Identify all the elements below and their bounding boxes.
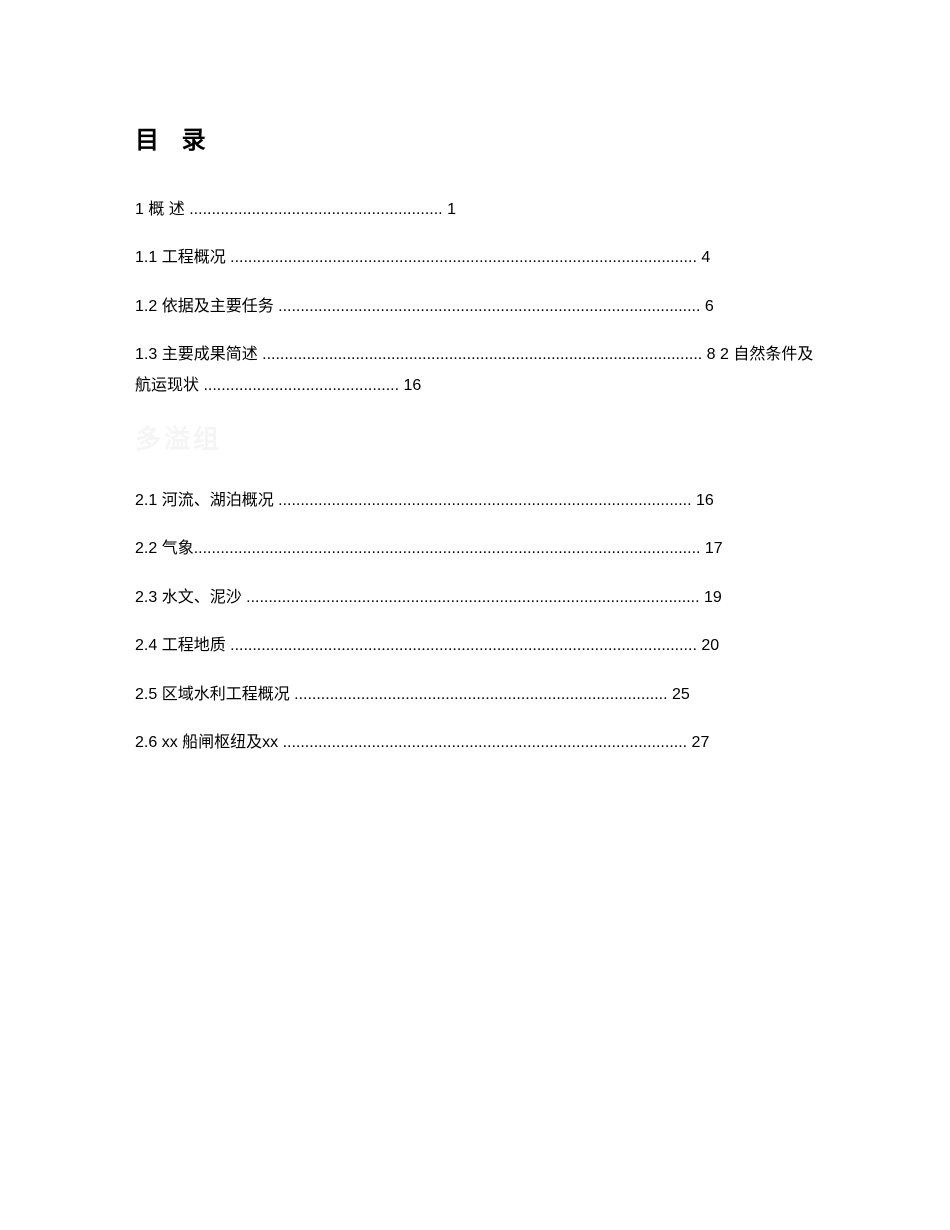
toc-entry-2-3: 2.3 水文、泥沙 ..............................… [135, 583, 815, 613]
toc-title: 目 录 [135, 120, 815, 155]
toc-entry-1-3-and-chapter-2: 1.3 主要成果简述 .............................… [135, 340, 815, 401]
toc-entry-2-4: 2.4 工程地质 ...............................… [135, 631, 815, 661]
toc-entry-1-2: 1.2 依据及主要任务 ............................… [135, 292, 815, 322]
toc-entry-2-5: 2.5 区域水利工程概况 ...........................… [135, 680, 815, 710]
toc-entry-2-6: 2.6 xx 船闸枢纽及xx .........................… [135, 728, 815, 758]
toc-entry-1-1: 1.1 工程概况 ...............................… [135, 243, 815, 273]
toc-entry-chapter-1: 1 概 述 ..................................… [135, 195, 815, 225]
toc-entry-1-3-text: 1.3 主要成果简述 .............................… [135, 346, 716, 363]
toc-entry-2-2: 2.2 气象..................................… [135, 534, 815, 564]
watermark-text: 多溢组 [135, 419, 815, 456]
toc-entry-2-1: 2.1 河流、湖泊概况 ............................… [135, 486, 815, 516]
